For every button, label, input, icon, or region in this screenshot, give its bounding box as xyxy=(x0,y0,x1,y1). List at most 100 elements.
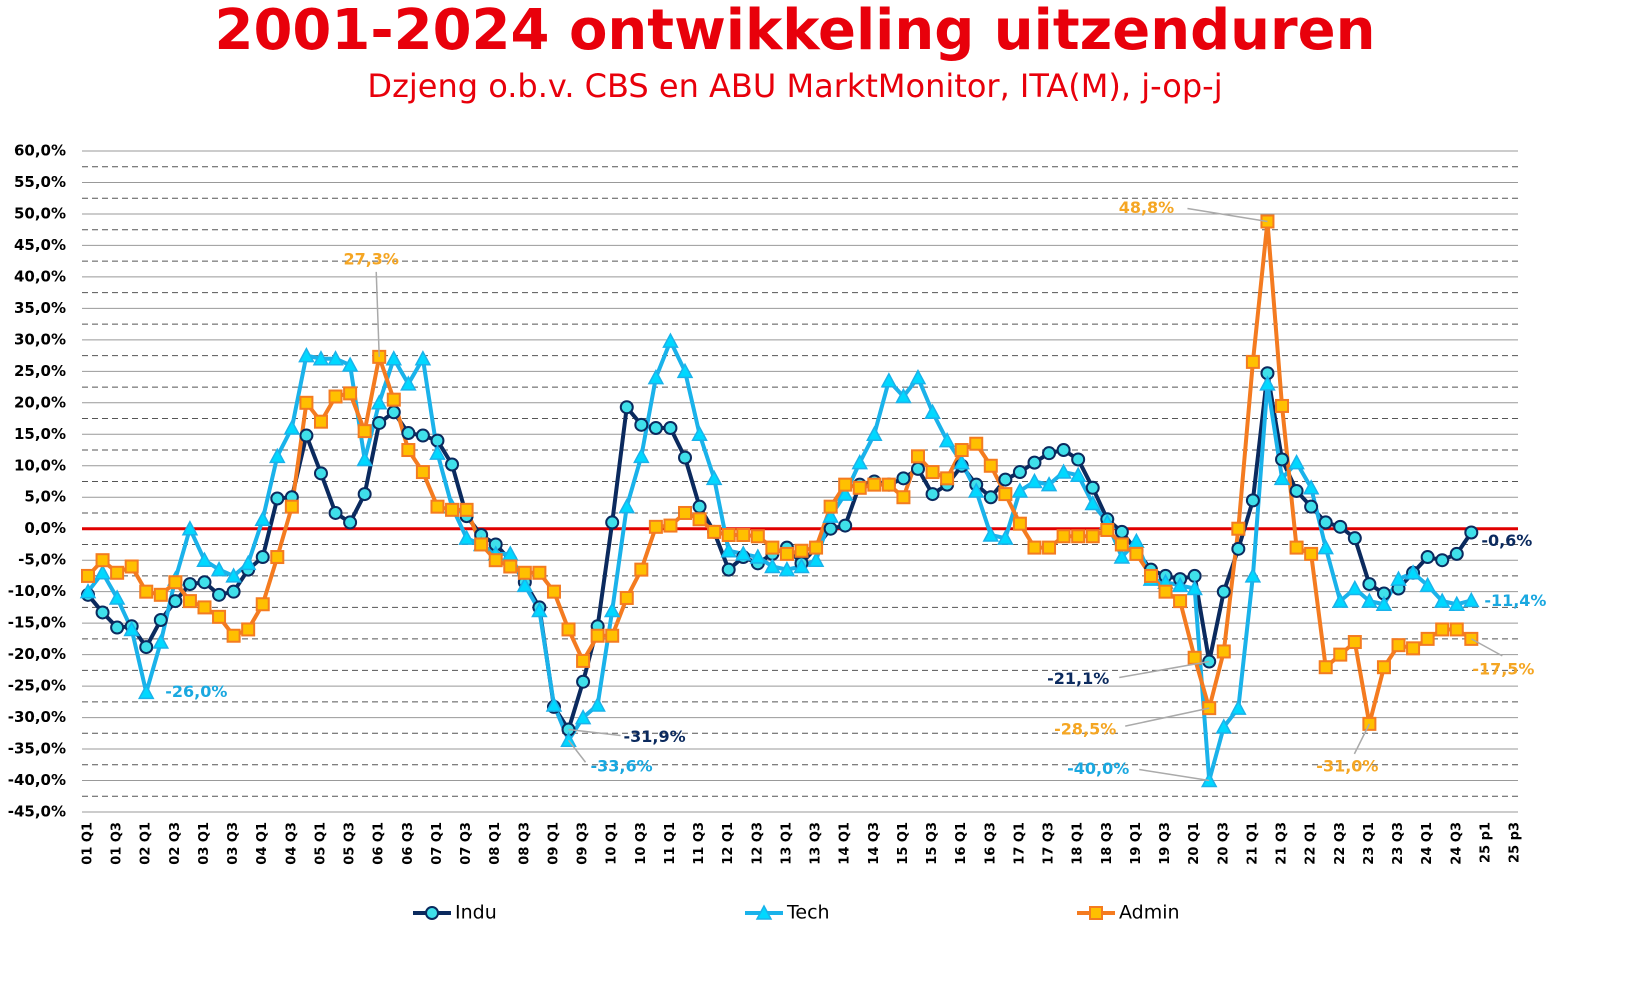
marker xyxy=(736,528,751,543)
marker xyxy=(139,584,154,599)
x-tick-label: 15 Q1 xyxy=(896,822,911,865)
y-tick-label: 45,0% xyxy=(14,236,66,254)
marker xyxy=(838,477,853,492)
marker xyxy=(1245,354,1260,369)
marker xyxy=(445,457,460,472)
marker xyxy=(576,653,591,668)
marker xyxy=(692,512,707,527)
marker xyxy=(430,499,445,514)
marker xyxy=(1245,493,1260,508)
marker xyxy=(357,487,372,502)
marker xyxy=(1187,650,1202,665)
marker xyxy=(953,454,970,470)
marker xyxy=(605,628,620,643)
marker xyxy=(983,458,998,473)
y-tick-label: 5,0% xyxy=(24,488,66,506)
marker xyxy=(755,904,773,920)
marker xyxy=(896,490,911,505)
marker xyxy=(561,622,576,637)
marker xyxy=(401,426,416,441)
x-tick-label: 11 Q3 xyxy=(692,822,707,865)
marker xyxy=(705,469,723,486)
marker xyxy=(1011,482,1029,498)
marker xyxy=(372,415,387,430)
marker xyxy=(648,420,663,435)
marker xyxy=(720,542,737,558)
marker xyxy=(1216,584,1231,599)
marker xyxy=(386,392,401,407)
marker xyxy=(474,537,489,552)
marker xyxy=(982,526,1000,542)
marker xyxy=(94,564,111,580)
marker xyxy=(603,601,621,618)
marker xyxy=(852,480,867,495)
y-tick-label: 20,0% xyxy=(14,393,66,411)
marker xyxy=(269,447,286,464)
x-tick-label: 06 Q1 xyxy=(372,822,387,865)
legend-item: Indu xyxy=(413,902,497,924)
marker xyxy=(1100,522,1115,537)
marker xyxy=(794,543,809,558)
leader-line xyxy=(1125,707,1210,727)
marker xyxy=(401,443,416,458)
leader-line xyxy=(1139,768,1210,782)
marker xyxy=(1040,476,1058,492)
series-line xyxy=(86,339,1472,783)
marker xyxy=(1230,699,1247,715)
marker xyxy=(954,443,969,458)
x-tick-label: 14 Q1 xyxy=(838,822,853,865)
marker xyxy=(1027,455,1042,470)
marker xyxy=(1333,519,1348,534)
marker xyxy=(313,414,328,429)
marker xyxy=(226,584,241,599)
marker xyxy=(123,620,140,637)
x-tick-label: 23 Q3 xyxy=(1391,822,1406,865)
marker xyxy=(1390,570,1407,586)
leader-line xyxy=(567,739,587,763)
x-tick-label: 12 Q1 xyxy=(721,822,736,865)
marker xyxy=(793,557,810,574)
x-tick-label: 18 Q3 xyxy=(1100,822,1115,865)
marker xyxy=(838,518,853,533)
marker xyxy=(560,731,577,747)
value-label: -28,5% xyxy=(1054,720,1116,739)
marker xyxy=(429,444,446,460)
x-tick-label: 24 Q3 xyxy=(1449,822,1464,865)
x-tick-label: 04 Q3 xyxy=(284,822,299,865)
marker xyxy=(386,405,401,420)
marker xyxy=(764,557,781,574)
marker xyxy=(1071,452,1086,467)
marker xyxy=(1346,579,1364,596)
marker xyxy=(910,461,925,476)
marker xyxy=(1362,577,1377,592)
y-tick-label: -45,0% xyxy=(8,803,66,821)
marker xyxy=(721,562,736,577)
x-tick-label: 01 Q3 xyxy=(110,822,125,865)
marker xyxy=(707,524,722,539)
marker xyxy=(1085,480,1100,495)
marker xyxy=(778,561,796,577)
marker xyxy=(807,551,825,567)
x-tick-label: 09 Q3 xyxy=(576,822,591,865)
marker xyxy=(663,518,678,533)
marker xyxy=(313,466,328,481)
marker xyxy=(212,609,227,624)
marker xyxy=(867,477,882,492)
marker xyxy=(1084,494,1101,511)
marker xyxy=(168,594,183,609)
y-tick-label: 60,0% xyxy=(14,142,66,160)
marker xyxy=(647,369,665,385)
marker xyxy=(1089,906,1103,920)
marker xyxy=(328,505,343,520)
marker xyxy=(574,708,592,725)
marker xyxy=(809,540,824,555)
marker xyxy=(110,620,125,635)
marker xyxy=(255,597,270,612)
marker xyxy=(79,583,97,599)
marker xyxy=(284,499,299,514)
marker xyxy=(415,428,430,443)
x-tick-label: 03 Q1 xyxy=(197,822,212,865)
marker xyxy=(1085,529,1100,544)
y-tick-label: -15,0% xyxy=(8,614,66,632)
marker xyxy=(298,347,315,363)
